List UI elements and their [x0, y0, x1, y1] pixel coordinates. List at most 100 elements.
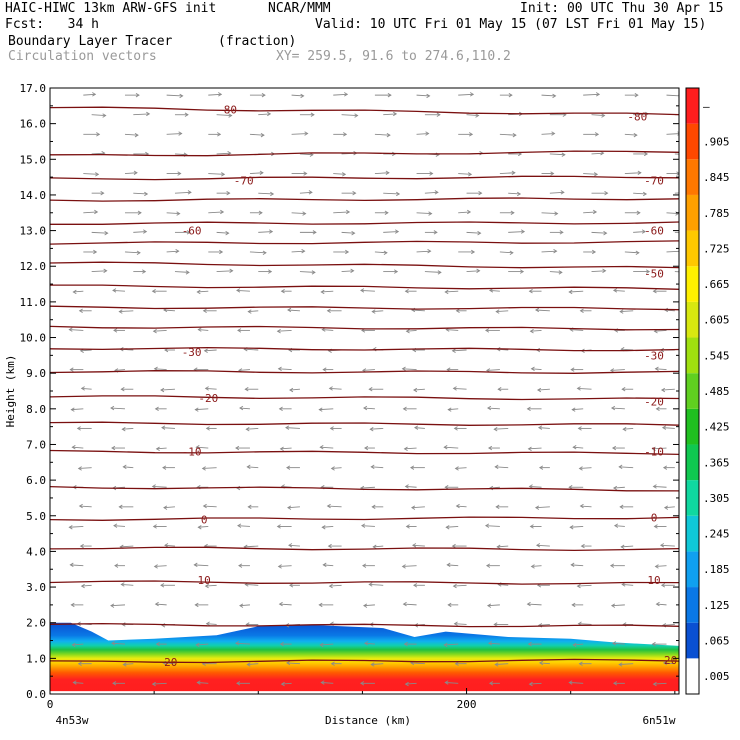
colorbar-swatch: [686, 444, 699, 481]
vector-arrowhead: [636, 210, 641, 215]
vector-arrowhead: [193, 562, 198, 568]
vector-arrowhead: [401, 366, 406, 371]
circulation-vector: [541, 250, 557, 253]
circulation-vector: [674, 192, 679, 194]
vector-arrowhead: [609, 563, 615, 568]
colorbar-label: –: [703, 100, 710, 113]
circulation-vector: [249, 172, 263, 175]
temperature-contour: [50, 197, 679, 202]
circulation-vector: [413, 388, 425, 391]
vector-arrowhead: [227, 150, 232, 156]
vector-arrowhead: [527, 641, 532, 647]
vector-arrowhead: [92, 92, 97, 97]
vector-arrowhead: [468, 132, 474, 137]
y-tick-label: 11.0: [20, 296, 47, 309]
colorbar-swatch: [686, 88, 699, 124]
circulation-vector: [633, 231, 646, 233]
circulation-vector: [244, 545, 259, 548]
vector-arrowhead: [620, 544, 625, 550]
circulation-vector: [496, 310, 509, 313]
vector-arrowhead: [247, 504, 252, 510]
vector-arrowhead: [136, 250, 141, 255]
vector-arrowhead: [611, 641, 617, 646]
vector-arrowhead: [618, 464, 623, 470]
circulation-vector: [83, 211, 98, 214]
circulation-vector: [549, 153, 565, 156]
vector-arrowhead: [652, 681, 657, 687]
circulation-vector: [287, 309, 300, 312]
circulation-vector: [154, 368, 167, 371]
circulation-vector: [156, 447, 167, 450]
vector-arrowhead: [69, 562, 74, 568]
vector-arrowhead: [470, 249, 476, 255]
vector-arrowhead: [113, 328, 118, 333]
circulation-vector: [239, 407, 250, 410]
circulation-vector: [362, 369, 375, 371]
vector-arrowhead: [137, 210, 142, 215]
colorbar-label: .425: [703, 421, 730, 434]
colorbar-label: .785: [703, 207, 730, 220]
vector-arrowhead: [328, 386, 333, 391]
y-axis-label: Height (km): [4, 355, 17, 428]
vector-arrowhead: [120, 582, 125, 587]
contour-label: 0: [201, 513, 208, 526]
circulation-vector: [361, 525, 375, 527]
circulation-vector: [197, 290, 209, 293]
circulation-vector: [197, 682, 209, 684]
contour-label: -30: [182, 346, 202, 359]
vector-arrowhead: [528, 289, 533, 294]
y-tick-label: 16.0: [20, 118, 47, 131]
vector-arrowhead: [194, 407, 199, 412]
circulation-vector: [153, 329, 167, 332]
circulation-vector: [374, 133, 390, 136]
vector-arrowhead: [155, 641, 160, 647]
vector-arrowhead: [530, 564, 535, 569]
vector-arrowhead: [194, 602, 199, 608]
vector-arrowhead: [444, 485, 449, 490]
vector-arrowhead: [426, 93, 431, 99]
colorbar-frame: [685, 87, 700, 695]
circulation-vector: [549, 271, 562, 273]
vector-arrowhead: [592, 209, 598, 215]
vector-arrowhead: [204, 583, 209, 589]
vector-arrowhead: [411, 505, 416, 510]
vector-arrowhead: [633, 132, 638, 138]
circulation-vector: [424, 271, 441, 273]
circulation-vector: [164, 544, 176, 547]
vector-arrowhead: [560, 190, 565, 195]
circulation-vector: [661, 388, 675, 391]
vector-arrowhead: [579, 308, 584, 313]
circulation-vector: [580, 505, 592, 508]
vector-arrowhead: [350, 268, 355, 273]
vector-arrowhead: [662, 660, 668, 666]
circulation-vector: [239, 604, 250, 607]
vector-arrowhead: [218, 92, 223, 97]
vector-arrowhead: [478, 190, 483, 196]
vector-arrowhead: [286, 660, 291, 666]
vector-arrowhead: [237, 523, 242, 528]
circulation-vector: [162, 662, 175, 665]
vector-arrowhead: [655, 406, 660, 412]
vector-arrowhead: [651, 446, 656, 452]
vector-arrowhead: [322, 367, 327, 372]
vector-arrowhead: [184, 112, 189, 117]
vector-arrowhead: [326, 503, 331, 509]
circulation-vector: [281, 682, 292, 685]
vector-arrowhead: [512, 132, 517, 138]
vector-arrowhead: [554, 211, 559, 216]
contour-label: -10: [644, 446, 664, 459]
circulation-vector: [411, 309, 425, 312]
vector-arrowhead: [247, 309, 252, 314]
vector-arrowhead: [452, 583, 457, 589]
vector-arrowhead: [429, 171, 434, 176]
vector-arrowhead: [153, 564, 158, 569]
vector-arrowhead: [530, 366, 535, 371]
circulation-vector: [161, 427, 175, 429]
circulation-vector: [154, 565, 167, 567]
circulation-vector: [320, 446, 334, 449]
vector-arrowhead: [239, 405, 244, 411]
temperature-contour: [50, 516, 679, 521]
vector-arrowhead: [144, 191, 149, 197]
vector-arrowhead: [387, 92, 392, 98]
vector-arrowhead: [519, 269, 525, 274]
